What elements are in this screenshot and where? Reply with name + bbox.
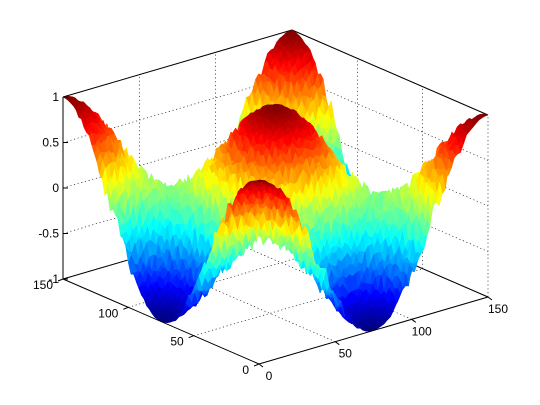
- grid-line: [139, 256, 336, 342]
- surface-mesh: [62, 29, 489, 332]
- axis-box-edge: [62, 29, 293, 98]
- grid-line: [291, 75, 489, 161]
- grid-line: [291, 29, 489, 116]
- grid-line: [291, 120, 489, 207]
